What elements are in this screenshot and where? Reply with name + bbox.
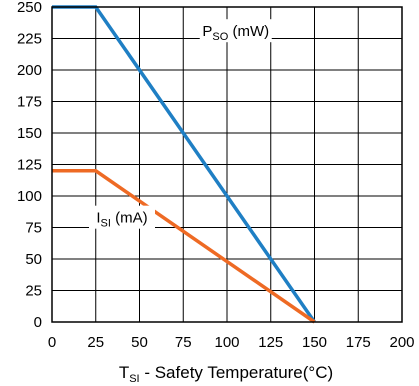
series-annotations: PSO (mW) ISI (mA) [89,19,272,230]
isi-annotation-background [89,205,155,229]
y-tick-label: 225 [17,31,42,48]
y-tick-label: 50 [25,251,42,268]
y-tick-labels: 0 25 50 75 100 125 150 175 200 225 250 [17,0,42,331]
y-tick-label: 25 [25,283,42,300]
x-tick-label: 25 [87,334,104,351]
y-tick-label: 150 [17,125,42,142]
x-tick-label: 75 [175,334,192,351]
x-tick-label: 200 [389,334,414,351]
pso-annotation-main: P [202,23,212,40]
isi-annotation: ISI (mA) [96,210,147,230]
y-tick-label: 125 [17,157,42,174]
y-tick-label: 0 [34,314,42,331]
plot-frame [51,6,403,323]
pso-annotation-sub: SO [212,31,228,43]
x-tick-label: 100 [214,334,239,351]
x-axis-title-rest: - Safety Temperature(°C) [140,363,334,382]
isi-annotation-unit: (mA) [111,210,148,227]
x-axis-title-main: T [119,363,129,382]
x-axis-title: TSI - Safety Temperature(°C) [119,363,333,385]
y-tick-label: 250 [17,0,42,16]
y-tick-label: 200 [17,62,42,79]
y-tick-label: 175 [17,94,42,111]
x-tick-label: 50 [131,334,148,351]
x-tick-label: 125 [258,334,283,351]
x-tick-label: 175 [346,334,371,351]
pso-annotation-background [199,19,272,43]
grid [51,6,403,323]
x-tick-label: 150 [302,334,327,351]
x-axis-title-sub: SI [129,373,139,385]
pso-annotation: PSO (mW) [202,23,269,43]
x-tick-labels: 0 25 50 75 100 125 150 175 200 [48,334,415,351]
isi-annotation-sub: SI [101,218,111,230]
x-tick-label: 0 [48,334,56,351]
y-tick-label: 100 [17,188,42,205]
series-line-isi [52,169,316,324]
pso-annotation-unit: (mW) [228,23,269,40]
isi-annotation-main: I [96,210,100,227]
y-tick-label: 75 [25,220,42,237]
